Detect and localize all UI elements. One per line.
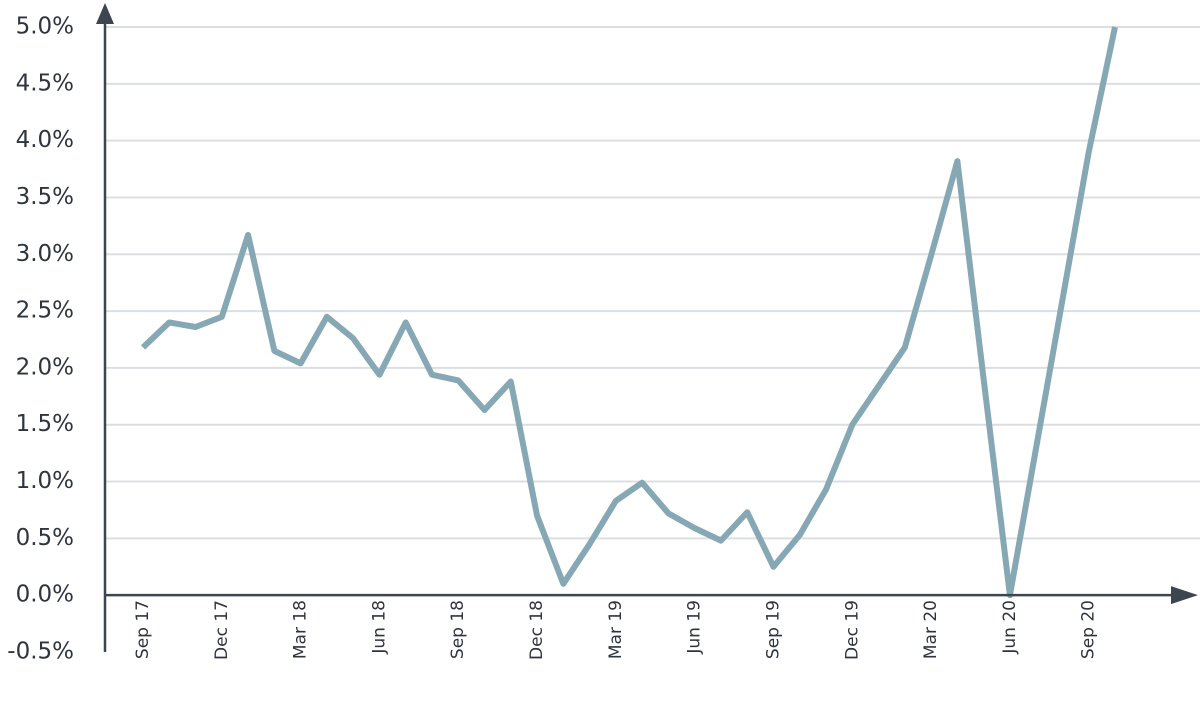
x-tick-label: Mar 18 — [291, 600, 311, 659]
y-tick-label: 0.0% — [16, 582, 74, 608]
x-tick-label: Sep 17 — [133, 600, 153, 659]
y-tick-label: 4.0% — [16, 127, 74, 153]
x-axis-arrow — [1171, 586, 1198, 605]
y-tick-label: 1.0% — [16, 468, 74, 494]
y-tick-label: 2.5% — [16, 298, 74, 324]
y-tick-label: 0.5% — [16, 525, 74, 551]
x-tick-label: Dec 18 — [527, 600, 547, 660]
y-axis-arrow — [96, 3, 114, 24]
y-tick-label: 2.0% — [16, 354, 74, 380]
x-tick-label: Mar 19 — [606, 600, 626, 659]
y-tick-label: 3.0% — [16, 241, 74, 267]
y-tick-label: 4.5% — [16, 70, 74, 96]
y-tick-label: 3.5% — [16, 184, 74, 210]
x-tick-label: Mar 20 — [921, 600, 941, 659]
x-tick-label: Dec 17 — [212, 600, 232, 660]
data-line — [140, 26, 1118, 599]
x-tick-label: Sep 18 — [448, 600, 468, 659]
y-tick-label: 1.5% — [16, 411, 74, 437]
y-tick-label: -0.5% — [7, 639, 74, 665]
x-tick-label: Sep 20 — [1079, 600, 1099, 659]
x-tick-label: Jun 20 — [1000, 600, 1020, 655]
x-tick-label: Jun 18 — [369, 600, 389, 655]
x-tick-label: Dec 19 — [842, 600, 862, 660]
y-tick-label: 5.0% — [16, 14, 74, 40]
x-tick-label: Sep 19 — [763, 600, 783, 659]
x-tick-label: Jun 19 — [685, 600, 705, 655]
